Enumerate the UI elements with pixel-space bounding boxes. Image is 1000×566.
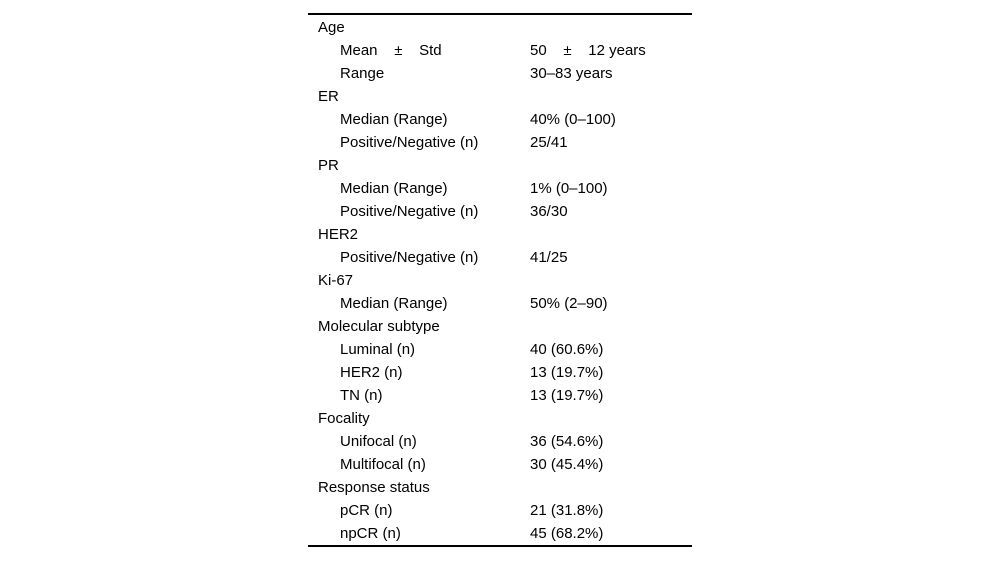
table-row: ER — [308, 85, 692, 108]
table-row: Positive/Negative (n) 25/41 — [308, 131, 692, 154]
table-row: Positive/Negative (n) 41/25 — [308, 246, 692, 269]
row-label: Range — [340, 65, 385, 82]
row-label: HER2 — [318, 226, 359, 243]
table-row: Positive/Negative (n) 36/30 — [308, 200, 692, 223]
row-value: 21 (31.8%) — [530, 502, 604, 519]
table-row: pCR (n) 21 (31.8%) — [308, 499, 692, 522]
row-label: Mean ± Std — [340, 42, 442, 59]
table-row: Multifocal (n) 30 (45.4%) — [308, 453, 692, 476]
row-label: npCR (n) — [340, 525, 401, 542]
table-row: Response status — [308, 476, 692, 499]
row-label: Focality — [318, 410, 370, 427]
table-row: TN (n) 13 (19.7%) — [308, 384, 692, 407]
row-label: Molecular subtype — [318, 318, 440, 335]
table-row: HER2 (n) 13 (19.7%) — [308, 361, 692, 384]
row-label: Median (Range) — [340, 180, 448, 197]
row-value: 1% (0–100) — [530, 180, 608, 197]
row-value: 30–83 years — [530, 65, 613, 82]
row-label: HER2 (n) — [340, 364, 403, 381]
table-row: Molecular subtype — [308, 315, 692, 338]
row-label: Positive/Negative (n) — [340, 203, 479, 220]
row-label: Median (Range) — [340, 295, 448, 312]
row-label: Ki-67 — [318, 272, 354, 289]
row-label: Age — [318, 19, 345, 36]
table-row: Mean ± Std 50 ± 12 years — [308, 39, 692, 62]
table-row: HER2 — [308, 223, 692, 246]
row-value: 36/30 — [530, 203, 568, 220]
table-row: PR — [308, 154, 692, 177]
table-row: Median (Range) 50% (2–90) — [308, 292, 692, 315]
row-value: 13 (19.7%) — [530, 387, 604, 404]
row-value: 40 (60.6%) — [530, 341, 604, 358]
row-value: 30 (45.4%) — [530, 456, 604, 473]
row-label: Response status — [318, 479, 430, 496]
table-row: Luminal (n) 40 (60.6%) — [308, 338, 692, 361]
row-value: 25/41 — [530, 134, 568, 151]
row-value: 50 ± 12 years — [530, 42, 646, 59]
row-label: Positive/Negative (n) — [340, 249, 479, 266]
table-rows: Age Mean ± Std 50 ± 12 years Range 30–83… — [308, 16, 692, 545]
table-row: Ki-67 — [308, 269, 692, 292]
row-label: Multifocal (n) — [340, 456, 426, 473]
table-row: Median (Range) 40% (0–100) — [308, 108, 692, 131]
row-value: 13 (19.7%) — [530, 364, 604, 381]
row-label: TN (n) — [340, 387, 383, 404]
row-value: 50% (2–90) — [530, 295, 608, 312]
table-row: Median (Range) 1% (0–100) — [308, 177, 692, 200]
row-value: 40% (0–100) — [530, 111, 616, 128]
table-row: Unifocal (n) 36 (54.6%) — [308, 430, 692, 453]
row-label: Unifocal (n) — [340, 433, 417, 450]
table-row: Range 30–83 years — [308, 62, 692, 85]
row-value: 41/25 — [530, 249, 568, 266]
table-row: Focality — [308, 407, 692, 430]
row-label: Luminal (n) — [340, 341, 416, 358]
row-value: 36 (54.6%) — [530, 433, 604, 450]
row-label: pCR (n) — [340, 502, 393, 519]
row-value: 45 (68.2%) — [530, 525, 604, 542]
table-row: Age — [308, 16, 692, 39]
row-label: Positive/Negative (n) — [340, 134, 479, 151]
row-label: Median (Range) — [340, 111, 448, 128]
patient-characteristics-table: Age Mean ± Std 50 ± 12 years Range 30–83… — [308, 13, 692, 547]
row-label: ER — [318, 88, 339, 105]
row-label: PR — [318, 157, 339, 174]
table-row: npCR (n) 45 (68.2%) — [308, 522, 692, 545]
